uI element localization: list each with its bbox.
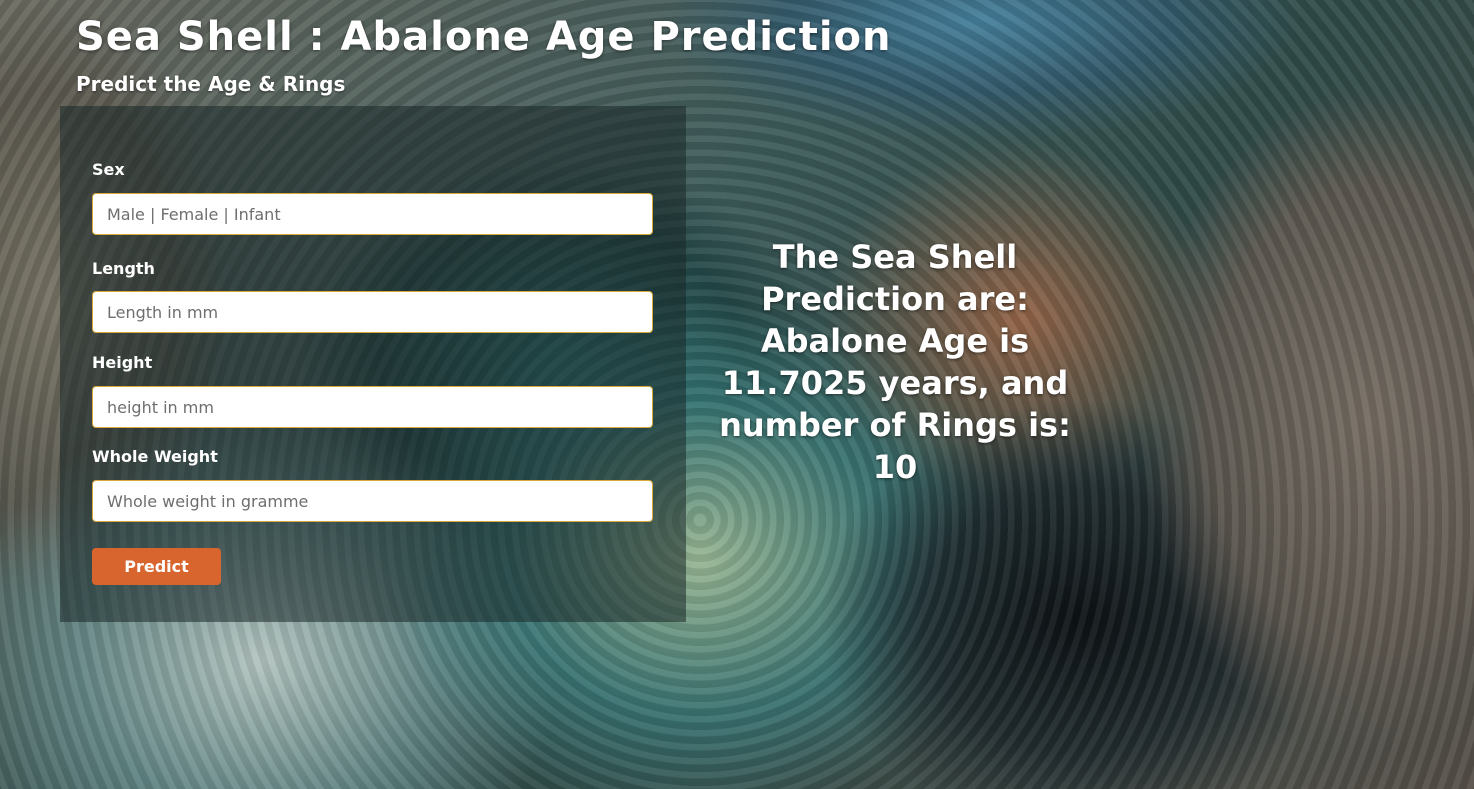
height-input[interactable] [92, 386, 653, 428]
sex-label: Sex [92, 160, 125, 179]
length-input[interactable] [92, 291, 653, 333]
whole-weight-label: Whole Weight [92, 447, 218, 466]
predict-button[interactable]: Predict [92, 548, 221, 585]
page-subtitle: Predict the Age & Rings [76, 72, 346, 96]
prediction-form: Sex Length Height Whole Weight Predict [60, 106, 686, 622]
height-label: Height [92, 353, 153, 372]
prediction-result: The Sea Shell Prediction are: Abalone Ag… [719, 238, 1071, 486]
whole-weight-input[interactable] [92, 480, 653, 522]
page-title: Sea Shell : Abalone Age Prediction [76, 14, 892, 60]
length-label: Length [92, 259, 155, 278]
sex-input[interactable] [92, 193, 653, 235]
